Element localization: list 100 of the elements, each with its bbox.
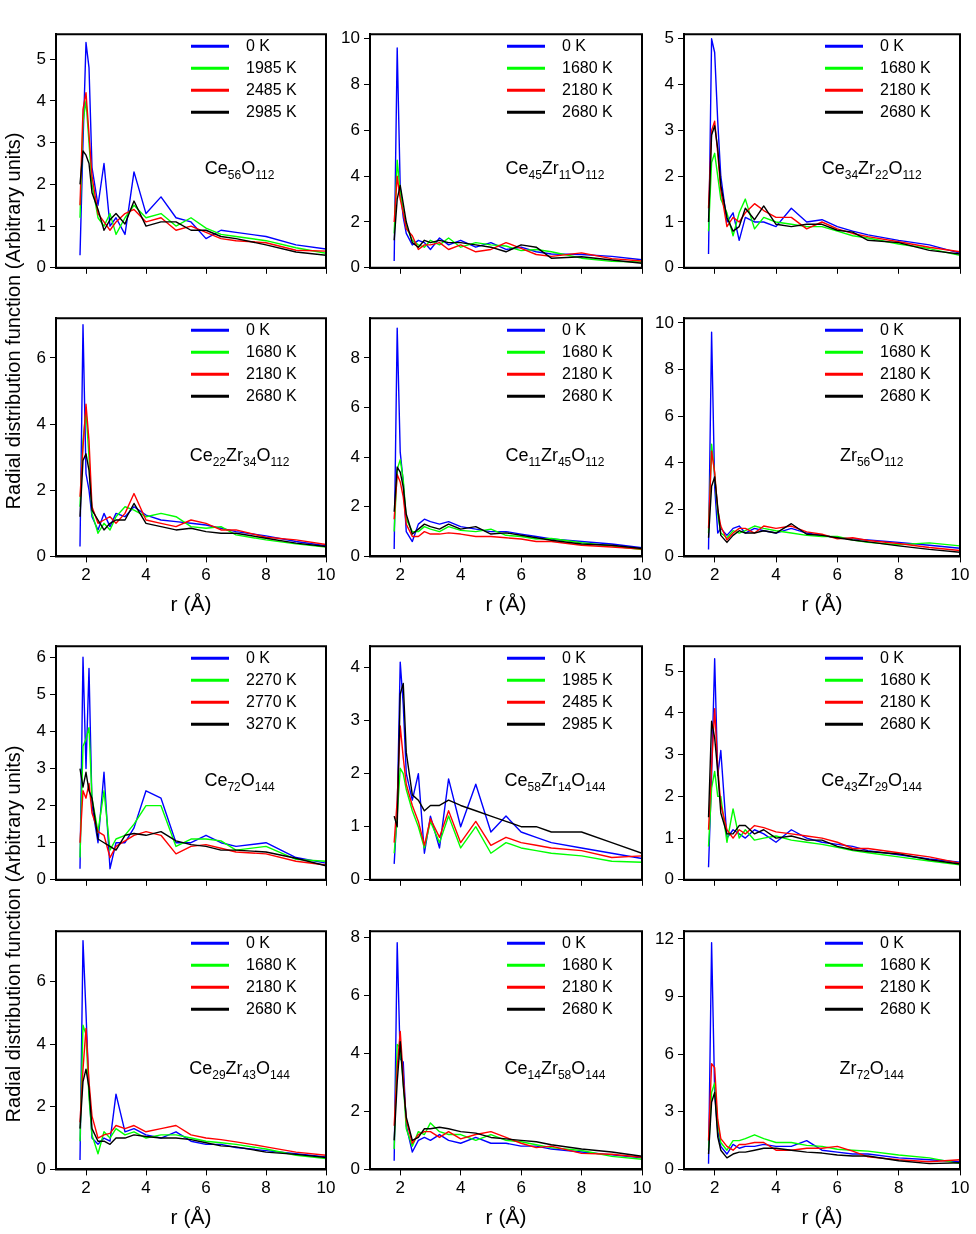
y-tick-label: 2 bbox=[350, 211, 360, 231]
x-tick-label: 6 bbox=[201, 565, 211, 585]
legend-label: 0 K bbox=[246, 36, 271, 54]
y-tick-label: 2 bbox=[36, 1096, 46, 1116]
y-tick-label: 1 bbox=[36, 215, 46, 235]
x-tick-label: 10 bbox=[632, 1178, 652, 1198]
y-tick-label: 8 bbox=[350, 74, 360, 94]
x-tick-label: 10 bbox=[632, 565, 652, 585]
y-tick-label: 6 bbox=[664, 1043, 674, 1063]
y-tick-label: 2 bbox=[36, 795, 46, 815]
legend-label: 0 K bbox=[880, 36, 905, 54]
y-tick-label: 5 bbox=[664, 28, 674, 48]
y-tick-label: 4 bbox=[350, 165, 360, 185]
legend-label: 1680 K bbox=[246, 342, 298, 360]
x-axis-title: r (Å) bbox=[485, 1205, 527, 1229]
legend-label: 2180 K bbox=[562, 364, 614, 382]
legend-label: 2680 K bbox=[880, 386, 932, 404]
x-tick-label: 10 bbox=[316, 1178, 336, 1198]
legend-label: 0 K bbox=[880, 648, 905, 666]
x-tick-label: 8 bbox=[261, 1178, 271, 1198]
y-tick-label: 0 bbox=[36, 1159, 46, 1179]
legend-label: 2680 K bbox=[562, 999, 614, 1017]
y-tick-label: 9 bbox=[664, 986, 674, 1006]
legend-label: 2680 K bbox=[246, 386, 298, 404]
x-tick-label: 6 bbox=[516, 565, 526, 585]
y-tick-label: 3 bbox=[36, 132, 46, 152]
y-tick-label: 0 bbox=[350, 1159, 360, 1179]
x-tick-label: 4 bbox=[455, 1178, 466, 1198]
y-tick-label: 6 bbox=[350, 120, 360, 140]
legend-label: 0 K bbox=[562, 648, 587, 666]
legend-label: 2180 K bbox=[562, 977, 614, 995]
x-tick-label: 8 bbox=[893, 565, 904, 585]
y-tick-label: 1 bbox=[664, 211, 674, 231]
y-tick-label: 2 bbox=[350, 763, 360, 783]
legend-label: 2180 K bbox=[246, 977, 298, 995]
legend-label: 0 K bbox=[246, 933, 271, 951]
y-tick-label: 4 bbox=[664, 74, 674, 94]
legend-label: 2680 K bbox=[880, 102, 932, 120]
legend-label: 0 K bbox=[562, 320, 587, 338]
x-tick-label: 2 bbox=[395, 1178, 405, 1198]
x-tick-label: 2 bbox=[81, 1178, 91, 1198]
y-tick-label: 0 bbox=[664, 546, 674, 566]
y-tick-label: 4 bbox=[36, 721, 46, 741]
y-tick-label: 4 bbox=[36, 413, 46, 433]
x-tick-label: 8 bbox=[576, 1178, 587, 1198]
legend-label: 2180 K bbox=[880, 977, 932, 995]
y-tick-label: 4 bbox=[36, 1033, 46, 1053]
y-tick-label: 6 bbox=[36, 971, 46, 991]
x-axis-title: r (Å) bbox=[170, 592, 212, 616]
y-tick-label: 4 bbox=[350, 657, 360, 677]
legend-label: 2180 K bbox=[880, 364, 932, 382]
x-tick-label: 10 bbox=[950, 1178, 970, 1198]
legend-label: 1680 K bbox=[562, 58, 614, 76]
x-tick-label: 6 bbox=[201, 1178, 211, 1198]
legend-label: 1985 K bbox=[562, 670, 614, 688]
y-tick-label: 4 bbox=[350, 1042, 360, 1062]
y-tick-label: 12 bbox=[655, 928, 674, 948]
x-tick-label: 2 bbox=[395, 565, 405, 585]
y-tick-label: 0 bbox=[36, 869, 46, 889]
legend-label: 2680 K bbox=[562, 102, 614, 120]
legend-label: 0 K bbox=[562, 933, 587, 951]
x-tick-label: 4 bbox=[141, 565, 151, 585]
y-tick-label: 3 bbox=[350, 710, 360, 730]
x-tick-label: 4 bbox=[455, 565, 466, 585]
y-tick-label: 6 bbox=[350, 397, 360, 417]
y-tick-label: 2 bbox=[664, 165, 674, 185]
y-tick-label: 4 bbox=[36, 90, 46, 110]
y-tick-label: 2 bbox=[664, 786, 674, 806]
legend-label: 1680 K bbox=[880, 342, 932, 360]
y-tick-label: 0 bbox=[350, 546, 360, 566]
x-tick-label: 8 bbox=[576, 565, 587, 585]
y-tick-label: 4 bbox=[350, 446, 360, 466]
legend-label: 2985 K bbox=[246, 102, 298, 120]
y-tick-label: 8 bbox=[350, 926, 360, 946]
y-tick-label: 2 bbox=[664, 499, 674, 519]
legend-label: 1680 K bbox=[562, 955, 614, 973]
legend-label: 1680 K bbox=[880, 955, 932, 973]
y-tick-label: 3 bbox=[664, 1101, 674, 1121]
legend-label: 2180 K bbox=[562, 80, 614, 98]
y-tick-label: 0 bbox=[664, 869, 674, 889]
x-tick-label: 8 bbox=[261, 565, 271, 585]
legend-label: 2985 K bbox=[562, 714, 614, 732]
x-tick-label: 4 bbox=[771, 1178, 781, 1198]
y-tick-label: 5 bbox=[36, 48, 46, 68]
x-tick-label: 6 bbox=[832, 565, 843, 585]
y-tick-label: 2 bbox=[36, 479, 46, 499]
y-tick-label: 1 bbox=[350, 816, 360, 836]
x-tick-label: 2 bbox=[81, 565, 91, 585]
y-tick-label: 4 bbox=[664, 452, 674, 472]
y-tick-label: 10 bbox=[341, 28, 360, 48]
legend-label: 2680 K bbox=[562, 386, 614, 404]
x-tick-label: 2 bbox=[709, 565, 720, 585]
legend-label: 0 K bbox=[246, 648, 271, 666]
y-tick-label: 1 bbox=[36, 832, 46, 852]
y-tick-label: 0 bbox=[350, 869, 360, 889]
legend-label: 1680 K bbox=[246, 955, 298, 973]
y-tick-label: 8 bbox=[350, 347, 360, 367]
y-axis-title: Radial distribution function (Arbitrary units) bbox=[1, 132, 25, 510]
y-tick-label: 8 bbox=[664, 359, 674, 379]
legend-label: 2485 K bbox=[562, 692, 614, 710]
